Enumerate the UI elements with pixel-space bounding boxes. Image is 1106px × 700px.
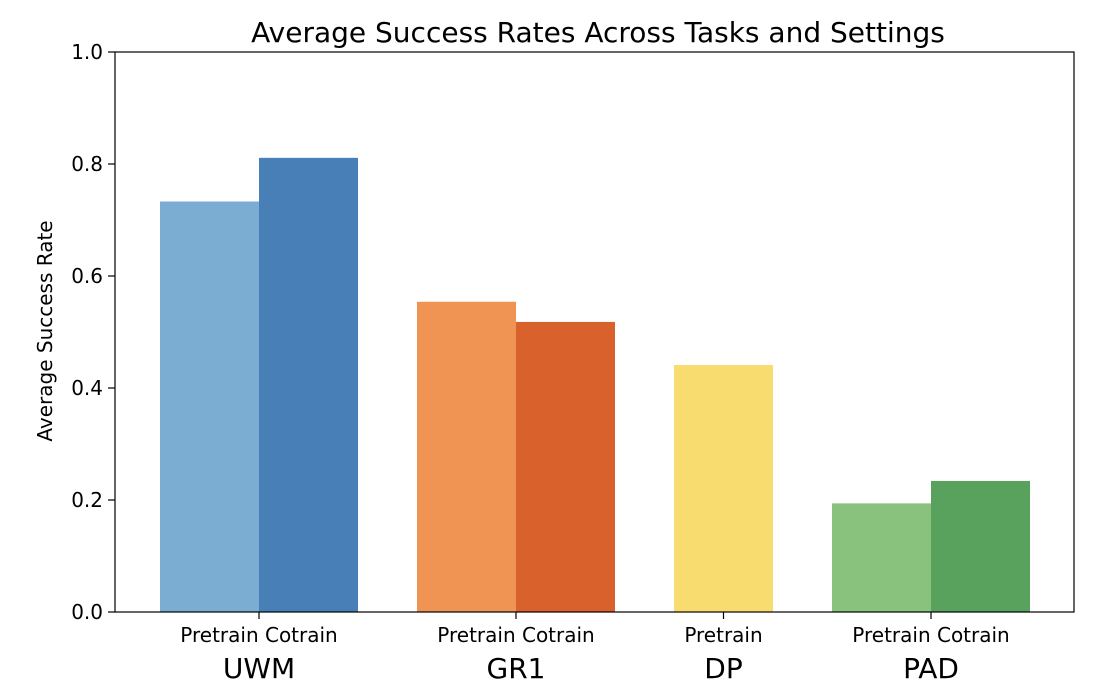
y-tick-label: 1.0	[71, 40, 103, 64]
bar-pad-cotrain	[931, 480, 1030, 612]
x-axis: Pretrain Cotrain UWM Pretrain Cotrain GR1 Pr…	[180, 612, 1010, 685]
y-tick-label: 0.8	[71, 152, 103, 176]
bar-uwm-pretrain	[160, 201, 259, 612]
bar-uwm-cotrain	[259, 157, 358, 612]
group-label-dp: DP	[704, 652, 742, 685]
x-tick-label: Pretrain Cotrain	[180, 623, 337, 647]
x-tick-label: Pretrain Cotrain	[852, 623, 1009, 647]
group-label-uwm: UWM	[223, 652, 295, 685]
group-label-gr1: GR1	[487, 652, 546, 685]
bar-pad-pretrain	[832, 503, 931, 612]
y-axis: 0.0 0.2 0.4 0.6 0.8 1.0	[71, 40, 115, 624]
bar-dp-pretrain	[674, 365, 773, 612]
group-label-pad: PAD	[903, 652, 959, 685]
plot-frame	[114, 51, 1075, 613]
x-tick-label: Pretrain Cotrain	[437, 623, 594, 647]
y-axis-label: Average Success Rate	[33, 220, 57, 441]
x-tick-label: Pretrain	[684, 623, 762, 647]
bar-gr1-cotrain	[516, 321, 615, 612]
chart-title: Average Success Rates Across Tasks and S…	[251, 16, 945, 49]
bars-layer	[160, 157, 1030, 612]
y-tick-label: 0.6	[71, 264, 103, 288]
y-tick-label: 0.4	[71, 376, 103, 400]
y-tick-label: 0.0	[71, 600, 103, 624]
y-tick-label: 0.2	[71, 488, 103, 512]
bar-gr1-pretrain	[417, 301, 516, 612]
